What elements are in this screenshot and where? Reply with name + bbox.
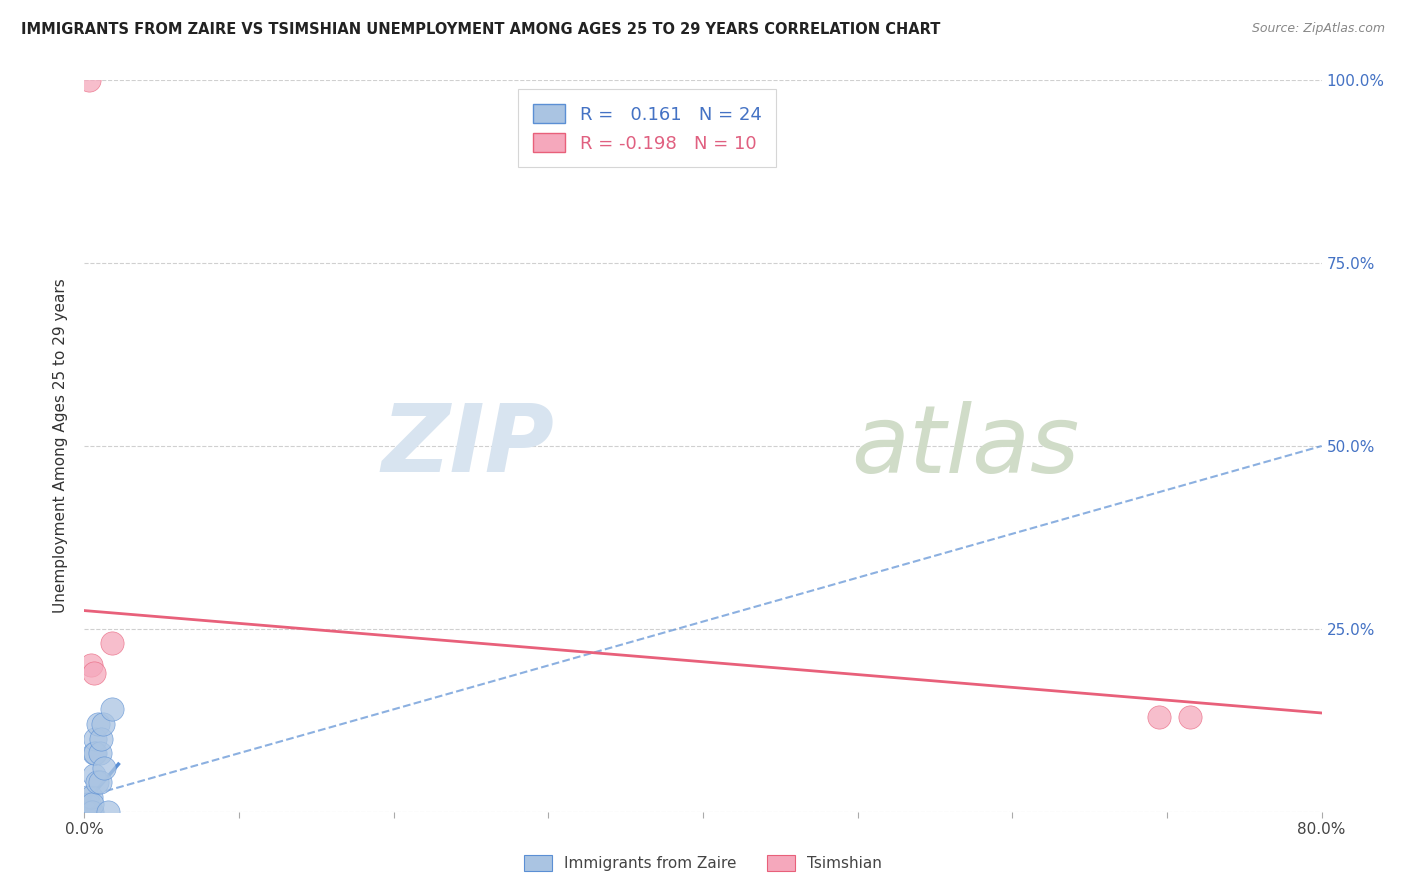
Text: atlas: atlas [852, 401, 1080, 491]
Point [84, 731, 107, 746]
Point [101, 702, 124, 716]
Point [89, 746, 111, 760]
Point [90, 731, 112, 746]
Point [75, 805, 97, 819]
Point [83, 665, 105, 680]
Point [82, 797, 104, 812]
Point [77, 797, 100, 812]
Point [82, 805, 104, 819]
Point [76, 805, 98, 819]
Point [86, 775, 108, 789]
Point [84, 746, 107, 760]
Text: ZIP: ZIP [381, 400, 554, 492]
Point [89, 775, 111, 789]
Y-axis label: Unemployment Among Ages 25 to 29 years: Unemployment Among Ages 25 to 29 years [53, 278, 69, 614]
Point [83, 768, 105, 782]
Legend: Immigrants from Zaire, Tsimshian: Immigrants from Zaire, Tsimshian [519, 849, 887, 877]
Point [77, 805, 100, 819]
Point [97, 805, 120, 819]
Point [87, 717, 110, 731]
Text: Source: ZipAtlas.com: Source: ZipAtlas.com [1251, 22, 1385, 36]
Point [1149, 709, 1171, 723]
Point [77, 805, 100, 819]
Point [91, 717, 114, 731]
Point [83, 746, 105, 760]
Point [76, 790, 98, 805]
Point [1180, 709, 1202, 723]
Point [79, 790, 101, 805]
Point [75, 797, 97, 812]
Text: IMMIGRANTS FROM ZAIRE VS TSIMSHIAN UNEMPLOYMENT AMONG AGES 25 TO 29 YEARS CORREL: IMMIGRANTS FROM ZAIRE VS TSIMSHIAN UNEMP… [21, 22, 941, 37]
Point [101, 636, 124, 650]
Point [77, 73, 100, 87]
Point [79, 658, 101, 673]
Point [93, 761, 115, 775]
Point [79, 805, 101, 819]
